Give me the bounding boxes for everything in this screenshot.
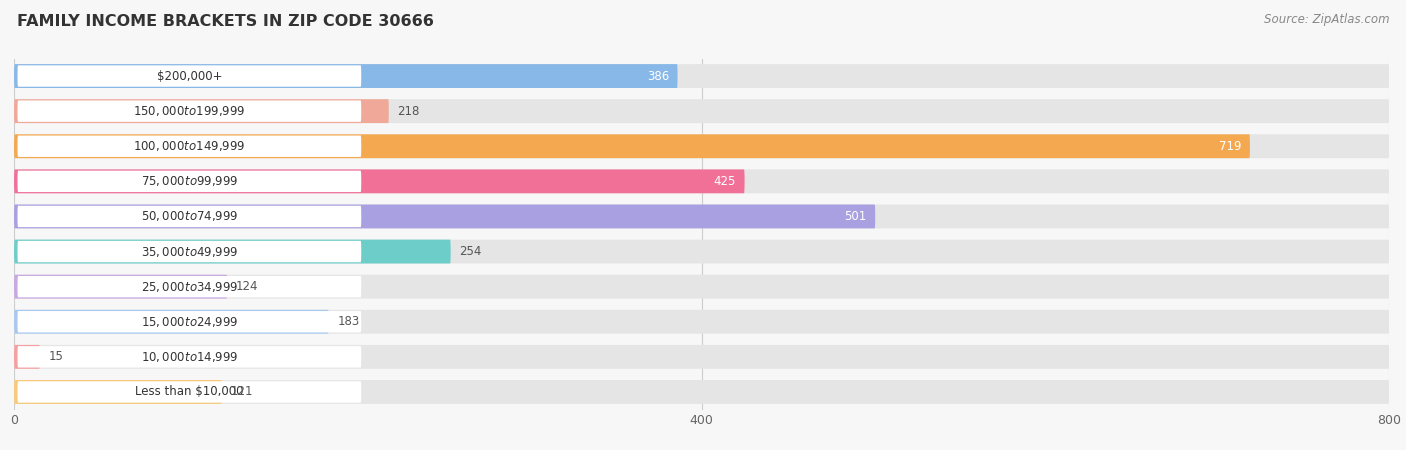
FancyBboxPatch shape [17,311,361,333]
Text: FAMILY INCOME BRACKETS IN ZIP CODE 30666: FAMILY INCOME BRACKETS IN ZIP CODE 30666 [17,14,433,28]
FancyBboxPatch shape [14,204,875,229]
Text: Source: ZipAtlas.com: Source: ZipAtlas.com [1264,14,1389,27]
FancyBboxPatch shape [14,274,1389,299]
Text: $35,000 to $49,999: $35,000 to $49,999 [141,244,238,259]
FancyBboxPatch shape [14,169,745,194]
FancyBboxPatch shape [14,64,1389,88]
Text: 719: 719 [1219,140,1241,153]
FancyBboxPatch shape [14,239,451,264]
Text: $150,000 to $199,999: $150,000 to $199,999 [134,104,246,118]
Text: 254: 254 [460,245,482,258]
Text: $10,000 to $14,999: $10,000 to $14,999 [141,350,238,364]
Text: $75,000 to $99,999: $75,000 to $99,999 [141,174,238,189]
Text: 501: 501 [845,210,866,223]
Text: 386: 386 [647,70,669,82]
FancyBboxPatch shape [14,239,1389,264]
FancyBboxPatch shape [17,135,361,157]
FancyBboxPatch shape [17,346,361,368]
FancyBboxPatch shape [17,276,361,297]
Text: $25,000 to $34,999: $25,000 to $34,999 [141,279,238,294]
Text: 121: 121 [231,386,253,398]
FancyBboxPatch shape [17,241,361,262]
FancyBboxPatch shape [17,206,361,227]
Text: $200,000+: $200,000+ [156,70,222,82]
Text: Less than $10,000: Less than $10,000 [135,386,243,398]
Text: $100,000 to $149,999: $100,000 to $149,999 [134,139,246,153]
Text: $50,000 to $74,999: $50,000 to $74,999 [141,209,238,224]
FancyBboxPatch shape [14,345,39,369]
FancyBboxPatch shape [17,171,361,192]
Text: 15: 15 [48,351,63,363]
FancyBboxPatch shape [17,381,361,403]
FancyBboxPatch shape [14,99,389,123]
FancyBboxPatch shape [14,99,1389,123]
FancyBboxPatch shape [14,380,1389,404]
FancyBboxPatch shape [14,169,1389,194]
FancyBboxPatch shape [17,100,361,122]
FancyBboxPatch shape [14,380,222,404]
Text: 124: 124 [236,280,259,293]
FancyBboxPatch shape [17,65,361,87]
Text: 425: 425 [714,175,735,188]
Text: $15,000 to $24,999: $15,000 to $24,999 [141,315,238,329]
FancyBboxPatch shape [14,64,678,88]
FancyBboxPatch shape [14,345,1389,369]
Text: 218: 218 [398,105,420,117]
FancyBboxPatch shape [14,134,1389,158]
FancyBboxPatch shape [14,310,329,334]
FancyBboxPatch shape [14,274,228,299]
FancyBboxPatch shape [14,134,1250,158]
FancyBboxPatch shape [14,204,1389,229]
FancyBboxPatch shape [14,310,1389,334]
Text: 183: 183 [337,315,360,328]
